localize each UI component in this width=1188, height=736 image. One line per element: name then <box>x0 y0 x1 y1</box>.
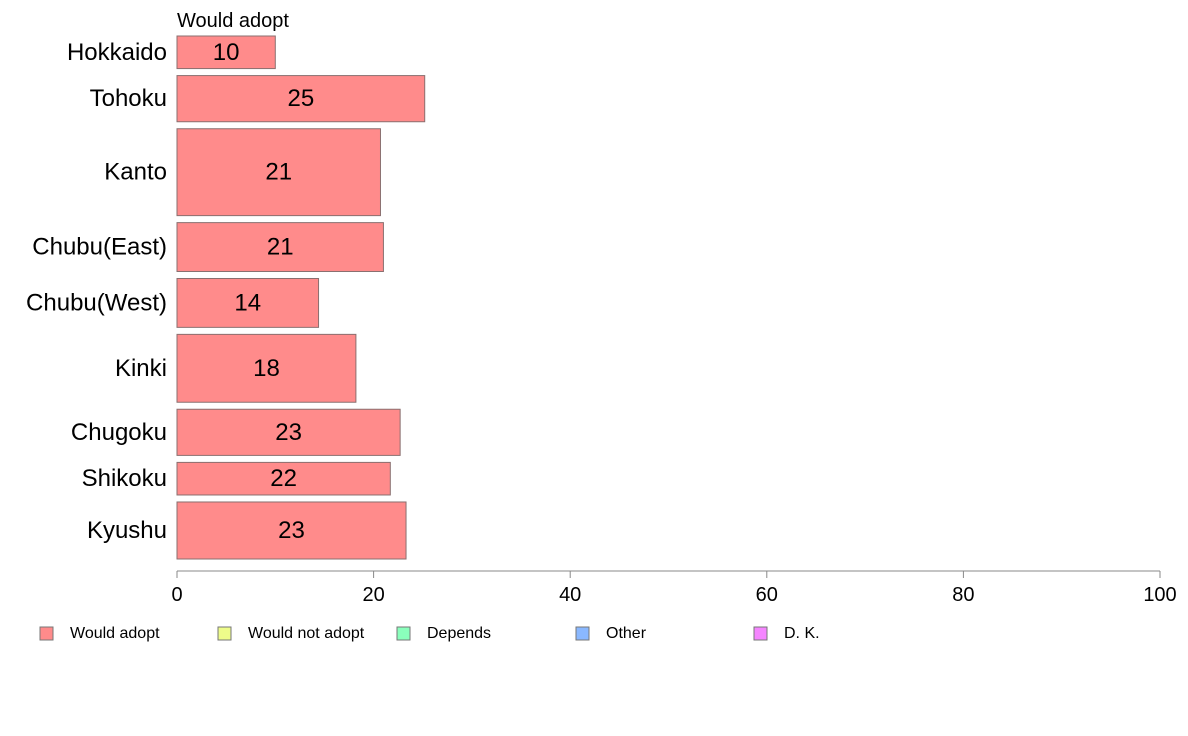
x-tick-label: 0 <box>171 584 182 606</box>
category-label: Hokkaido <box>67 39 167 66</box>
legend-entry: Would not adopt <box>248 625 365 642</box>
bar <box>176 333 357 403</box>
series-header: Would adopt <box>177 10 289 32</box>
category-label: Tohoku <box>90 85 167 112</box>
bar <box>176 277 320 328</box>
legend-entry: Depends <box>427 625 491 642</box>
bar <box>176 222 384 272</box>
bar-value-label: 23 <box>275 419 302 446</box>
x-tick-label: 80 <box>952 584 974 606</box>
bar <box>176 75 426 123</box>
category-label: Shikoku <box>82 465 167 492</box>
legend-entry: D. K. <box>784 625 820 642</box>
x-tick-label: 100 <box>1143 584 1176 606</box>
x-tick-label: 60 <box>756 584 778 606</box>
legend: Would adopt Would not adopt Depends Other D.… <box>39 625 820 642</box>
x-tick-label: 40 <box>559 584 581 606</box>
legend-swatch <box>753 626 768 641</box>
category-label: Kinki <box>115 355 167 382</box>
category-label: Kyushu <box>87 517 167 544</box>
legend-swatch <box>217 626 232 641</box>
bar-value-label: 23 <box>278 517 305 544</box>
category-label: Chugoku <box>71 419 167 446</box>
legend-entry: Other <box>606 625 647 642</box>
x-tick-label: 20 <box>362 584 384 606</box>
bar <box>176 501 407 560</box>
category-label: Chubu(East) <box>32 234 167 261</box>
category-label: Chubu(West) <box>26 289 167 316</box>
bar-value-label: 14 <box>234 289 261 316</box>
bar <box>176 461 391 496</box>
legend-swatch <box>39 626 54 641</box>
bar <box>176 128 381 217</box>
bar-value-label: 18 <box>253 355 280 382</box>
bars: Hokkaido 10 Tohoku 25 Kanto 21 Chubu(East) 21 Ch… <box>26 35 426 560</box>
bar-value-label: 25 <box>288 85 315 112</box>
legend-swatch <box>575 626 590 641</box>
bar-value-label: 21 <box>267 234 294 261</box>
bar <box>176 35 276 70</box>
bar <box>176 408 401 456</box>
legend-swatch <box>396 626 411 641</box>
x-axis: 0 20 40 60 80 100 <box>171 570 1177 606</box>
bar-value-label: 10 <box>213 39 240 66</box>
legend-entry: Would adopt <box>70 625 160 642</box>
bar-value-label: 21 <box>265 159 292 186</box>
category-label: Kanto <box>104 159 167 186</box>
bar-value-label: 22 <box>270 465 297 492</box>
